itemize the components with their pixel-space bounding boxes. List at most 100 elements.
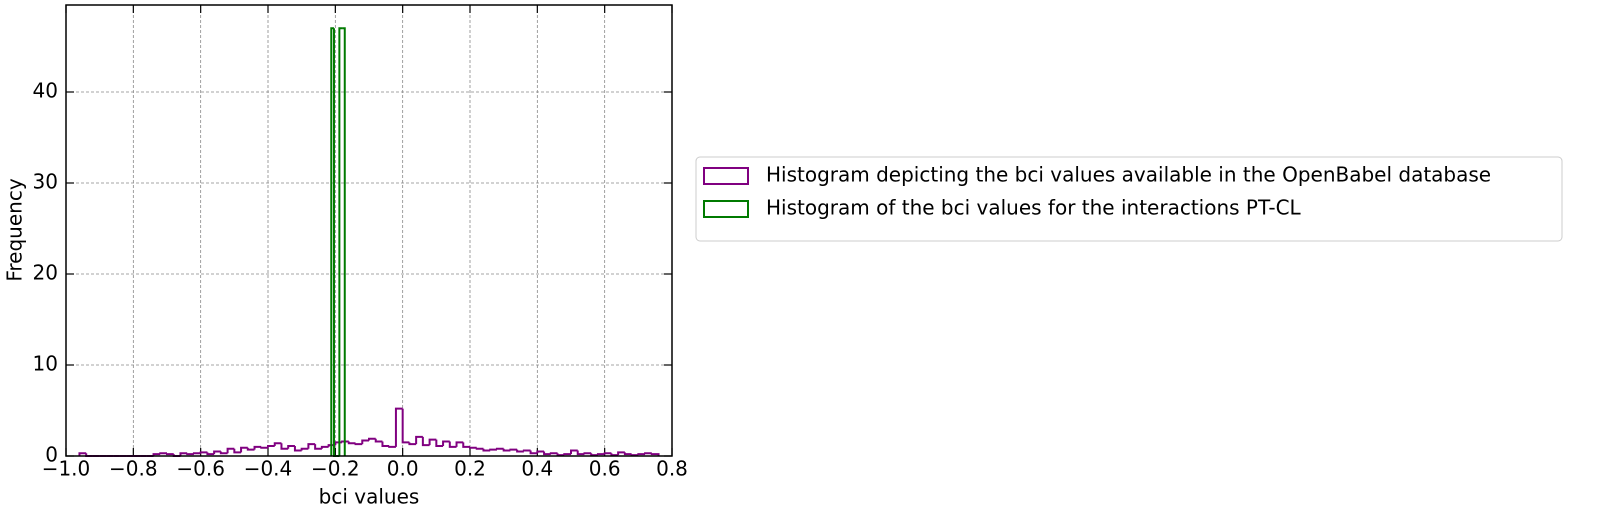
- histogram-bin: [341, 440, 349, 443]
- histogram-bin: [273, 442, 282, 446]
- histogram-bin: [401, 408, 410, 444]
- histogram-bin: [330, 27, 334, 456]
- histogram-bin: [338, 27, 343, 456]
- histogram-bin: [590, 453, 598, 457]
- x-tick-label: 0.2: [454, 457, 486, 481]
- x-tick-label: 0.8: [656, 457, 688, 481]
- histogram-bin: [361, 439, 369, 445]
- histogram-bin: [637, 453, 646, 456]
- histogram-bin: [280, 443, 289, 450]
- y-tick-label: 0: [45, 443, 58, 467]
- histogram-bin: [644, 452, 652, 455]
- histogram-bin: [469, 446, 477, 449]
- histogram-bin: [549, 452, 558, 455]
- y-tick-label: 10: [33, 351, 58, 375]
- histogram-bin: [529, 450, 538, 455]
- x-axis-label: bci values: [319, 485, 420, 509]
- histogram-bin: [179, 452, 188, 456]
- histogram-bin: [287, 444, 295, 449]
- histogram-bin: [233, 448, 242, 454]
- x-tick-label: −0.2: [311, 457, 360, 481]
- histogram-bin: [482, 448, 491, 452]
- histogram-bin: [536, 450, 545, 454]
- histogram-bin: [240, 446, 248, 453]
- histogram-bin: [428, 438, 437, 446]
- histogram-bin: [610, 453, 619, 457]
- histogram-bin: [455, 441, 464, 447]
- x-tick-label: −0.8: [109, 457, 158, 481]
- histogram-bin: [462, 442, 470, 448]
- histogram-bin: [186, 453, 194, 456]
- legend-frame: [695, 156, 1563, 242]
- histogram-bin: [166, 453, 174, 456]
- histogram-bin: [199, 451, 208, 454]
- histogram-bin: [213, 450, 221, 455]
- histogram-bin: [347, 441, 356, 445]
- histogram-bin: [570, 449, 578, 455]
- histogram-bin: [219, 451, 228, 455]
- y-tick-label: 30: [33, 169, 58, 193]
- histogram-bin: [448, 441, 457, 448]
- x-tick-label: −1.0: [42, 457, 91, 481]
- histogram-bin: [381, 441, 390, 447]
- histogram-bin: [576, 450, 585, 456]
- histogram-bin: [388, 445, 396, 448]
- y-tick-label: 40: [33, 78, 58, 102]
- histogram-bin: [192, 452, 201, 455]
- histogram-bin: [159, 452, 167, 455]
- histogram-bin: [603, 452, 612, 455]
- x-tick-label: −0.6: [176, 457, 225, 481]
- histogram-bin: [596, 453, 605, 456]
- histogram-bin: [630, 454, 639, 457]
- histogram-bin: [342, 27, 346, 456]
- histogram-bin: [583, 452, 592, 455]
- histogram-bin: [556, 453, 565, 457]
- histogram-bin: [421, 436, 430, 447]
- histogram-bin: [650, 453, 660, 456]
- histogram-bin: [415, 435, 423, 445]
- histogram-bin: [267, 444, 275, 448]
- y-tick-label: 20: [33, 260, 58, 284]
- histogram-bin: [246, 447, 255, 451]
- histogram-bin: [617, 451, 625, 456]
- histogram-bin: [354, 443, 363, 446]
- histogram-bin: [543, 451, 551, 456]
- x-tick-label: 0.0: [387, 457, 419, 481]
- legend-swatch: [703, 167, 749, 185]
- histogram-bin: [314, 444, 322, 450]
- histogram-bin: [260, 446, 268, 449]
- histogram-bin: [253, 445, 262, 450]
- histogram-bin: [442, 440, 450, 446]
- histogram-bin: [489, 448, 497, 451]
- histogram-bin: [320, 445, 329, 449]
- legend-swatch: [703, 200, 749, 218]
- histogram-bin: [475, 447, 484, 450]
- histogram-bin: [226, 447, 235, 454]
- histogram-bin: [522, 449, 531, 452]
- x-tick-label: −0.4: [244, 457, 293, 481]
- histogram-bin: [435, 439, 444, 447]
- legend-label: Histogram of the bci values for the inte…: [766, 196, 1302, 220]
- histogram-bin: [374, 438, 383, 443]
- x-tick-label: 0.4: [521, 457, 553, 481]
- histogram-bin: [206, 452, 215, 456]
- histogram-bin: [502, 448, 511, 452]
- plot-frame: [65, 4, 673, 457]
- histogram-bin: [509, 448, 518, 451]
- x-tick-label: 0.6: [589, 457, 621, 481]
- histogram-bin: [300, 447, 309, 451]
- y-axis-label: Frequency: [3, 178, 27, 281]
- histogram-bin: [516, 449, 524, 453]
- legend-label: Histogram depicting the bci values avail…: [766, 163, 1491, 187]
- histogram-bin: [394, 407, 403, 447]
- histogram-bin: [495, 447, 504, 450]
- histogram-bin: [563, 453, 571, 456]
- histogram-bin: [368, 437, 376, 441]
- histogram-bin: [307, 443, 316, 449]
- histogram-bin: [623, 452, 632, 456]
- histogram-bin: [293, 445, 302, 452]
- histogram-bin: [408, 442, 417, 446]
- histogram-bin: [78, 452, 87, 456]
